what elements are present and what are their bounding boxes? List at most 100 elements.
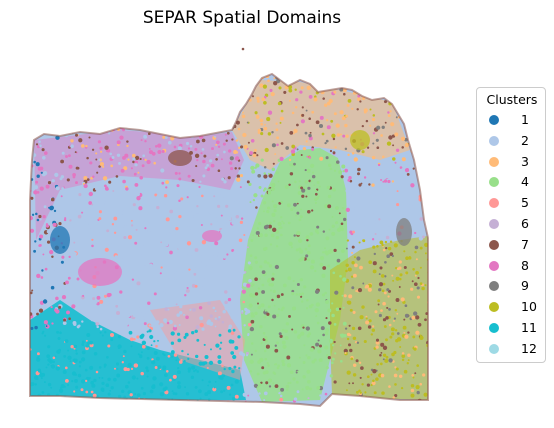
cell-point	[414, 231, 417, 235]
cell-point	[241, 85, 243, 88]
cell-point	[359, 315, 364, 320]
cell-point	[113, 367, 117, 370]
cell-point	[266, 312, 270, 316]
legend-item: 11	[477, 318, 547, 338]
cell-point	[178, 199, 181, 202]
cell-point	[132, 160, 135, 164]
cell-point	[407, 353, 411, 358]
cell-point	[399, 166, 403, 169]
cell-point	[106, 293, 111, 298]
cell-point	[393, 319, 395, 322]
cell-point	[118, 161, 121, 165]
cell-point	[339, 359, 343, 363]
cell-point	[346, 300, 350, 304]
cell-point	[177, 146, 182, 151]
cell-point	[93, 378, 97, 383]
cell-point	[368, 233, 372, 238]
cell-point	[352, 310, 356, 314]
cell-point	[246, 385, 251, 389]
cell-point	[193, 369, 196, 373]
cell-point	[343, 76, 347, 81]
cell-point	[400, 136, 406, 141]
cell-point	[401, 157, 406, 162]
cell-point	[325, 236, 330, 241]
cell-point	[292, 377, 296, 381]
cell-point	[98, 165, 101, 168]
cell-point	[340, 175, 344, 179]
cell-point	[185, 80, 188, 84]
cell-point	[270, 186, 275, 192]
cell-point	[166, 232, 171, 238]
cell-point	[327, 249, 332, 254]
cell-point	[238, 167, 241, 170]
cell-point	[416, 295, 421, 299]
cell-point	[252, 198, 256, 202]
cell-point	[315, 342, 320, 347]
cell-point	[360, 182, 363, 185]
cell-point	[164, 136, 168, 139]
cell-point	[160, 400, 166, 405]
cell-point	[273, 81, 278, 86]
cell-point	[219, 347, 222, 350]
cell-point	[150, 228, 153, 231]
cell-point	[28, 162, 30, 164]
cell-point	[371, 325, 375, 328]
cell-point	[291, 306, 297, 311]
cell-point	[318, 358, 323, 363]
cell-point	[249, 370, 253, 373]
cell-point	[96, 171, 99, 174]
cell-point	[360, 91, 363, 94]
cell-point	[366, 146, 370, 149]
cell-point	[167, 190, 170, 194]
cell-point	[270, 233, 275, 238]
cell-point	[72, 173, 76, 177]
cell-point	[373, 252, 376, 256]
cell-point	[103, 287, 108, 292]
cell-point	[99, 221, 104, 225]
cell-point	[408, 129, 413, 134]
cell-point	[126, 402, 131, 406]
cell-point	[37, 83, 40, 87]
cell-point	[296, 282, 300, 287]
cell-point	[34, 240, 37, 243]
cell-point	[73, 322, 77, 327]
cell-point	[146, 369, 150, 373]
cell-point	[241, 310, 244, 313]
cell-point	[347, 267, 352, 272]
cell-point	[137, 111, 142, 116]
cell-point	[251, 294, 255, 298]
cell-point	[408, 210, 413, 215]
cell-point	[170, 350, 175, 355]
cell-point	[320, 326, 325, 331]
cell-point	[57, 337, 61, 340]
cell-point	[257, 128, 262, 133]
cell-point	[217, 192, 221, 197]
chart-title: SEPAR Spatial Domains	[142, 8, 342, 28]
cell-point	[310, 163, 315, 169]
cell-point	[131, 224, 134, 227]
cell-point	[247, 261, 251, 265]
cell-point	[109, 152, 112, 156]
cell-point	[30, 90, 32, 95]
cell-point	[231, 369, 235, 374]
cell-point	[136, 196, 141, 201]
cell-point	[287, 276, 292, 281]
cell-point	[158, 302, 161, 305]
cell-point	[278, 226, 281, 230]
cell-point	[188, 128, 192, 133]
cell-point	[202, 159, 206, 164]
cell-point	[287, 221, 291, 225]
cell-point	[271, 130, 274, 134]
cell-point	[227, 329, 232, 333]
cell-point	[263, 315, 267, 319]
cell-point	[267, 206, 271, 210]
cell-point	[120, 217, 123, 221]
cell-point	[117, 335, 122, 339]
cell-point	[214, 317, 218, 320]
cell-point	[254, 111, 258, 115]
cell-point	[345, 80, 349, 84]
cell-point	[219, 376, 224, 380]
cell-point	[50, 75, 54, 80]
cell-point	[157, 143, 162, 148]
cell-point	[161, 150, 165, 153]
